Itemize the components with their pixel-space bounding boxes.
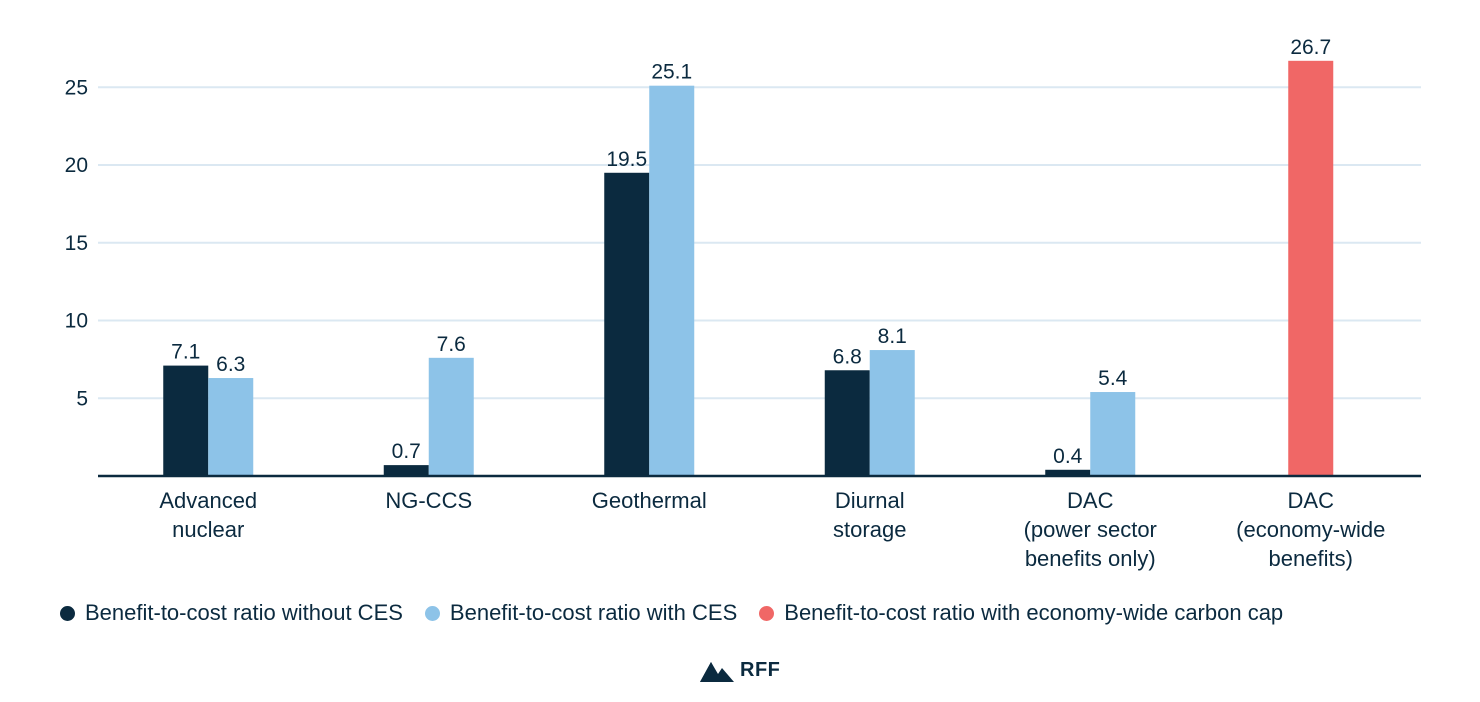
legend-item-with-ces: Benefit-to-cost ratio with CES <box>424 600 738 626</box>
category-label: (economy-wide <box>1236 517 1385 542</box>
bar <box>1090 392 1136 476</box>
data-label: 6.3 <box>216 353 245 376</box>
y-axis-ticks: 5 10 15 20 25 <box>65 76 88 410</box>
category-labels: Advanced nuclear NG-CCS Geothermal Diurnal st… <box>159 488 1385 571</box>
legend: Benefit-to-cost ratio without CES Benefi… <box>60 600 1283 626</box>
y-tick-label: 20 <box>65 154 88 177</box>
category-label: storage <box>833 517 906 542</box>
legend-dot-carbon-cap <box>759 605 775 621</box>
rff-logo: RFF <box>700 658 780 682</box>
legend-label-with-ces: Benefit-to-cost ratio with CES <box>449 600 738 625</box>
category-label: benefits) <box>1269 546 1353 571</box>
bar <box>1288 60 1334 476</box>
data-label: 7.6 <box>437 333 466 356</box>
data-label: 0.7 <box>392 440 421 463</box>
category-label: Diurnal <box>835 488 905 513</box>
gridlines <box>98 86 1421 400</box>
category-label: NG-CCS <box>385 488 472 513</box>
mountain-icon <box>700 662 734 682</box>
y-tick-label: 15 <box>65 232 88 255</box>
legend-label-carbon-cap: Benefit-to-cost ratio with economy-wide … <box>784 600 1284 625</box>
bar <box>1045 469 1091 476</box>
legend-item-without-ces: Benefit-to-cost ratio without CES <box>60 600 403 626</box>
y-tick-label: 5 <box>76 387 88 410</box>
logo-text: RFF <box>740 658 781 681</box>
bar <box>604 172 650 476</box>
bar <box>428 357 474 476</box>
bar <box>649 85 695 476</box>
category-label: benefits only) <box>1025 546 1156 571</box>
legend-label-without-ces: Benefit-to-cost ratio without CES <box>85 600 403 625</box>
data-label: 6.8 <box>833 345 862 368</box>
bar <box>824 370 870 476</box>
legend-dot-without-ces <box>60 605 75 621</box>
bar <box>163 365 209 476</box>
data-label: 19.5 <box>606 148 647 171</box>
data-label: 26.7 <box>1290 36 1331 59</box>
category-label: Geothermal <box>592 488 707 513</box>
bar <box>383 465 429 476</box>
data-label: 5.4 <box>1098 367 1128 390</box>
category-label: DAC <box>1288 488 1335 513</box>
bars: 7.1 6.3 0.7 7.6 19.5 25.1 6.8 8.1 0.4 5.4 26.7 <box>163 36 1334 476</box>
bar <box>208 378 254 476</box>
data-label: 0.4 <box>1053 445 1083 468</box>
legend-item-carbon-cap: Benefit-to-cost ratio with economy-wide … <box>759 600 1283 626</box>
category-label: (power sector <box>1024 517 1157 542</box>
category-label: nuclear <box>172 517 244 542</box>
legend-dot-with-ces <box>424 605 440 621</box>
y-tick-label: 10 <box>65 310 88 333</box>
y-tick-label: 25 <box>65 76 88 99</box>
bar <box>869 350 915 476</box>
data-label: 8.1 <box>878 325 907 348</box>
category-label: Advanced <box>159 488 257 513</box>
data-label: 25.1 <box>651 61 692 84</box>
data-label: 7.1 <box>171 341 200 364</box>
category-label: DAC <box>1067 488 1114 513</box>
